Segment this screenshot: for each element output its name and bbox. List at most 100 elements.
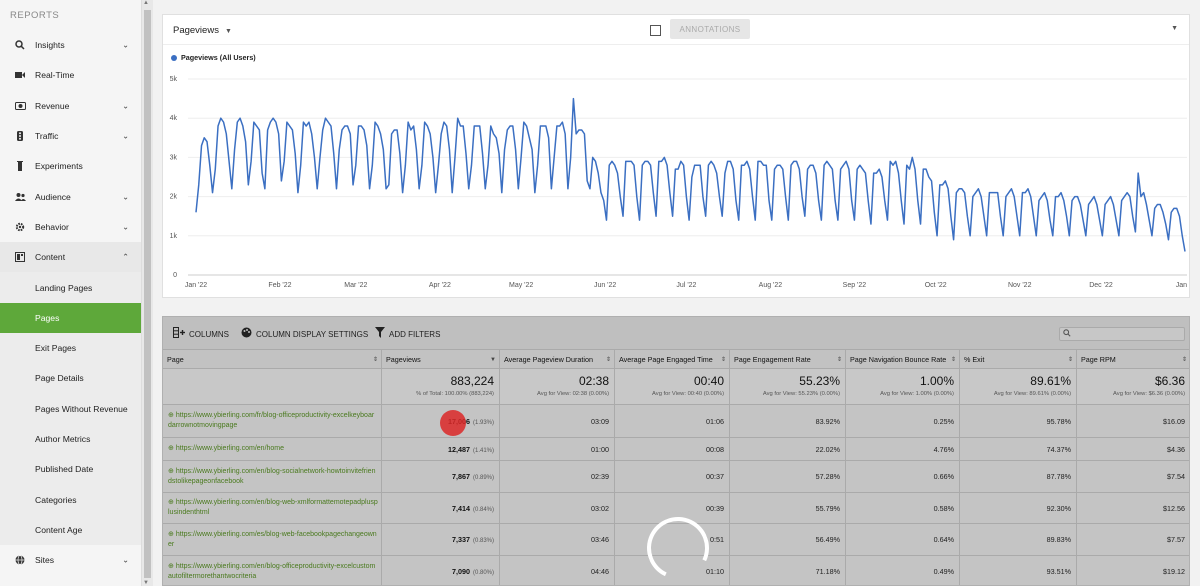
column-display-settings-label: COLUMN DISPLAY SETTINGS [256, 329, 369, 339]
columns-icon [173, 327, 185, 341]
sort-icon[interactable]: ⇕ [1181, 357, 1187, 363]
sidebar-item-label: Audience [35, 191, 71, 202]
sort-icon[interactable]: ⇕ [1067, 357, 1073, 363]
column-header[interactable]: Average Page Engaged Time ⇕ [614, 350, 729, 370]
column-header[interactable]: Page ⇕ [163, 350, 381, 370]
sidebar-item-experiments[interactable]: Experiments [0, 151, 141, 181]
sidebar-subitem-page-details[interactable]: Page Details [0, 363, 141, 394]
sidebar-item-label: Traffic [35, 131, 59, 142]
sort-desc-icon[interactable]: ▼ [490, 357, 496, 363]
metric-cell: 7,867 (0.89%) [381, 461, 499, 492]
table-row[interactable]: ⊕ https://www.ybierling.com/en/blog-offic… [163, 556, 1189, 585]
column-header[interactable]: Page RPM ⇕ [1076, 350, 1189, 370]
sort-icon[interactable]: ⇕ [950, 357, 956, 363]
x-tick-label: Dec '22 [1089, 282, 1113, 289]
sidebar-item-insights[interactable]: Insights ⌄ [0, 30, 141, 60]
sidebar-item-sites[interactable]: Sites ⌄ [0, 545, 141, 575]
page-url-link[interactable]: ⊕ https://www.ybierling.com/fr/blog-offic… [168, 411, 378, 431]
page-url-link[interactable]: ⊕ https://www.ybierling.com/en/blog-web-x… [168, 498, 378, 518]
page-cell: ⊕ https://www.ybierling.com/en/blog-socia… [163, 461, 381, 492]
metric-cell: 01:10 [614, 556, 729, 585]
sidebar-subitem-pages-without-revenue[interactable]: Pages Without Revenue [0, 393, 141, 424]
sort-icon[interactable]: ⇕ [720, 357, 726, 363]
metric-cell: 00:08 [614, 438, 729, 460]
chevron-down-icon: ⌄ [122, 40, 129, 50]
sidebar-subitem-exit-pages[interactable]: Exit Pages [0, 332, 141, 364]
column-header[interactable]: % Exit ⇕ [959, 350, 1076, 370]
columns-button[interactable]: COLUMNS [173, 327, 229, 341]
page-url-link[interactable]: ⊕ https://www.ybierling.com/en/blog-offic… [168, 562, 378, 582]
page-url-link[interactable]: ⊕ https://www.ybierling.com/en/blog-socia… [168, 467, 378, 487]
x-tick-label: Feb '22 [268, 282, 291, 289]
scrollbar-thumb[interactable] [144, 10, 151, 578]
column-header[interactable]: Page Engagement Rate ⇕ [729, 350, 845, 370]
sidebar-item-content[interactable]: Content ⌃ [0, 242, 141, 273]
x-tick-label: Nov '22 [1008, 282, 1032, 289]
sidebar-scrollbar[interactable]: ▲ ▼ [141, 0, 153, 586]
open-link-icon[interactable]: ⊕ [168, 412, 174, 419]
sidebar-subitem-published-date[interactable]: Published Date [0, 454, 141, 485]
sidebar-item-label: Revenue [35, 100, 70, 111]
scroll-up-arrow-icon[interactable]: ▲ [143, 0, 149, 6]
sort-icon[interactable]: ⇕ [605, 357, 611, 363]
pageviews-value: 12,487 (1.41%) [448, 445, 494, 454]
total-comparison: % of Total: 100.00% (883,224) [416, 391, 494, 397]
metric-cell: 01:00 [499, 438, 614, 460]
sidebar-subitem-landing-pages[interactable]: Landing Pages [0, 272, 141, 303]
sidebar-subitem-categories[interactable]: Categories [0, 484, 141, 515]
total-comparison: Avg for View: 1.00% (0.00%) [880, 391, 954, 397]
annotations-button[interactable]: ANNOTATIONS [670, 19, 750, 39]
column-display-settings-button[interactable]: COLUMN DISPLAY SETTINGS [241, 327, 368, 341]
table-row[interactable]: ⊕ https://www.ybierling.com/en/blog-web-x… [163, 493, 1189, 524]
column-header[interactable]: Average Pageview Duration ⇕ [499, 350, 614, 370]
cell-value: $4.36 [1167, 444, 1185, 454]
sort-icon[interactable]: ⇕ [372, 357, 378, 363]
table-row[interactable]: ⊕ https://www.ybierling.com/en/blog-socia… [163, 461, 1189, 493]
table-card: COLUMNS COLUMN DISPLAY SETTINGS ADD FILT… [162, 316, 1190, 586]
open-link-icon[interactable]: ⊕ [168, 499, 174, 506]
column-header[interactable]: Page Navigation Bounce Rate ⇕ [845, 350, 959, 370]
table-search-input[interactable] [1071, 329, 1171, 339]
chevron-down-icon: ⌄ [122, 131, 129, 141]
sidebar-item-audience[interactable]: Audience ⌄ [0, 181, 141, 211]
column-header[interactable]: Pageviews ▼ [381, 350, 499, 370]
open-link-icon[interactable]: ⊕ [168, 562, 174, 570]
chart-menu-caret-icon[interactable]: ▼ [1171, 25, 1178, 32]
sidebar-subitem-pages[interactable]: Pages [0, 302, 141, 333]
page-url-link[interactable]: ⊕ https://www.ybierling.com/es/blog-web-f… [168, 530, 378, 550]
page-cell: ⊕ https://www.ybierling.com/en/home [163, 438, 381, 460]
table-totals-row: 883,224 % of Total: 100.00% (883,224) 02:3… [163, 369, 1189, 405]
page-cell: ⊕ https://www.ybierling.com/es/blog-web-f… [163, 524, 381, 555]
open-link-icon[interactable]: ⊕ [168, 530, 174, 538]
sidebar-item-label: Content [35, 252, 66, 263]
pageviews-number: 7,337 [451, 535, 470, 544]
metric-dropdown[interactable]: Pageviews ▼ [173, 25, 232, 36]
table-row[interactable]: ⊕ https://www.ybierling.com/es/blog-web-f… [163, 524, 1189, 556]
cell-value: 01:10 [706, 567, 724, 576]
total-value: 89.61% [1030, 374, 1071, 388]
sidebar-item-behavior[interactable]: Behavior ⌄ [0, 212, 141, 242]
cell-value: 0.58% [933, 503, 954, 513]
table-row[interactable]: ⊕ https://www.ybierling.com/fr/blog-offic… [163, 405, 1189, 438]
pageviews-series-line[interactable] [195, 97, 1186, 252]
table-toolbar: COLUMNS COLUMN DISPLAY SETTINGS ADD FILT… [163, 317, 1189, 349]
open-link-icon[interactable]: ⊕ [168, 445, 174, 452]
y-tick-label: 0 [173, 272, 177, 279]
sidebar-item-real-time[interactable]: Real-Time [0, 60, 141, 90]
add-filters-button[interactable]: ADD FILTERS [375, 327, 440, 341]
table-row[interactable]: ⊕ https://www.ybierling.com/en/home 12,487… [163, 438, 1189, 461]
page-url-link[interactable]: ⊕ https://www.ybierling.com/en/home [168, 444, 284, 454]
open-link-icon[interactable]: ⊕ [168, 467, 174, 475]
sidebar-subitem-author-metrics[interactable]: Author Metrics [0, 423, 141, 455]
sort-icon[interactable]: ⇕ [836, 357, 842, 363]
sidebar-item-traffic[interactable]: Traffic ⌄ [0, 121, 141, 151]
scroll-down-arrow-icon[interactable]: ▼ [143, 580, 149, 586]
sidebar-item-revenue[interactable]: Revenue ⌄ [0, 91, 141, 121]
metric-cell: 02:39 [499, 461, 614, 492]
column-header-label: Page Navigation Bounce Rate [850, 355, 947, 364]
pageviews-percent: (0.89%) [472, 475, 494, 481]
cell-value: 03:02 [591, 503, 609, 513]
sidebar-subitem-content-age[interactable]: Content Age [0, 514, 141, 546]
annotations-checkbox[interactable] [650, 25, 661, 36]
cell-value: 56.49% [815, 535, 840, 544]
